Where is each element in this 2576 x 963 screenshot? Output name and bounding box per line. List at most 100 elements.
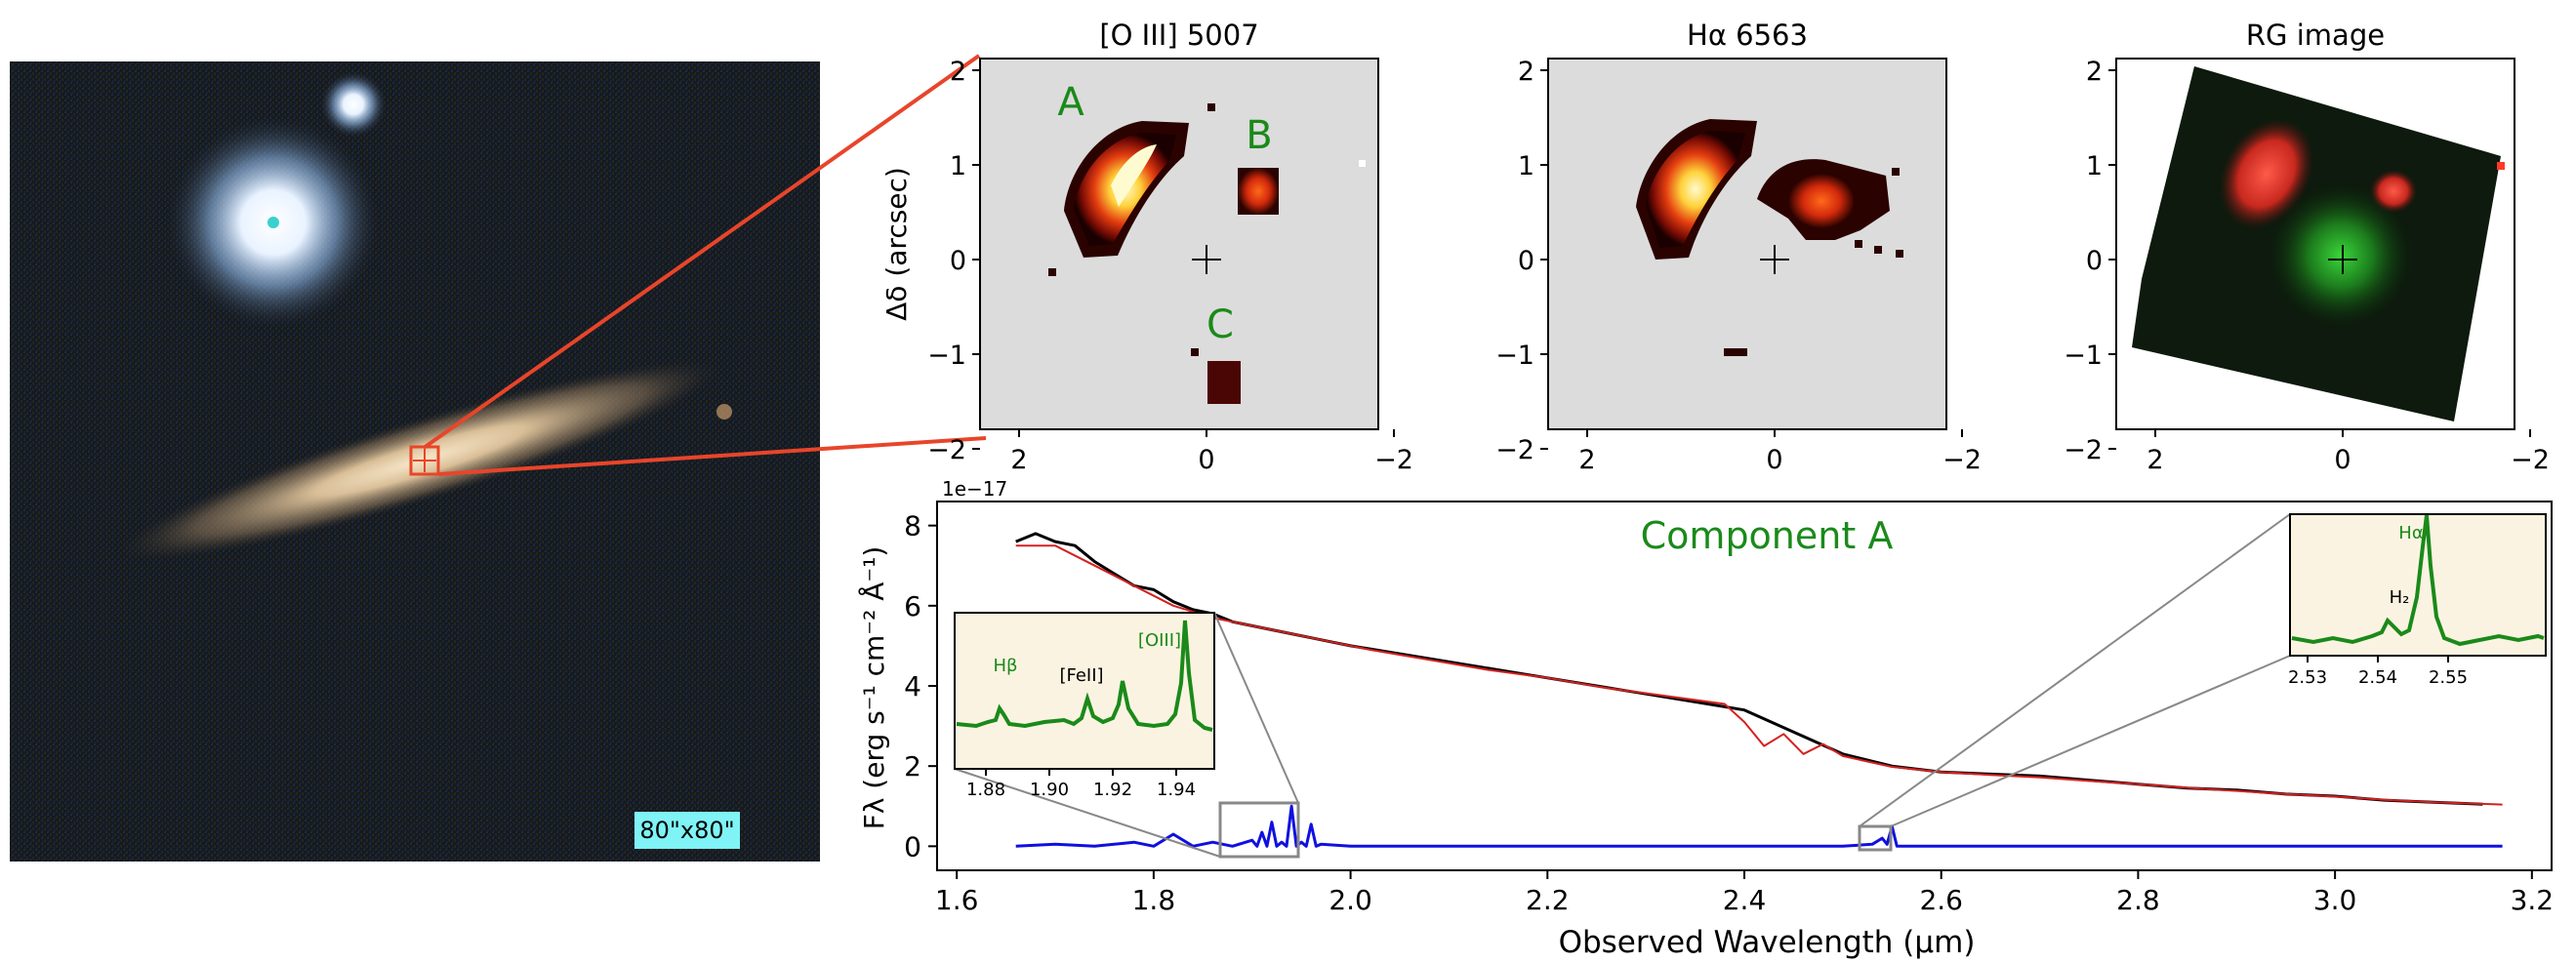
map-y-tick-label: −1 xyxy=(927,341,966,371)
inset-a-tick-label: 1.94 xyxy=(1157,780,1196,800)
scale-label: 80"x80" xyxy=(639,817,734,844)
chart-title: Component A xyxy=(1641,514,1894,557)
halpha-pixel-1 xyxy=(1892,168,1900,176)
inset-a-frame xyxy=(954,612,1215,770)
inset-a-connector-2 xyxy=(1213,612,1299,804)
map-y-tick-label: 2 xyxy=(950,57,966,87)
inset-a-tick-label: 1.90 xyxy=(1030,780,1069,800)
inset-b-label-h2: H₂ xyxy=(2390,587,2410,608)
map-y-tick-label: −2 xyxy=(927,435,966,465)
star-core xyxy=(267,217,279,228)
map-y-tick-label: 1 xyxy=(2086,151,2103,181)
inset-b-connector-2 xyxy=(1890,655,2291,827)
halpha-pixel-2 xyxy=(1855,240,1862,248)
scale-badge xyxy=(634,812,740,849)
inset-a-label-hbeta: Hβ xyxy=(993,656,1017,676)
map-y-tick-label: 2 xyxy=(2086,57,2103,87)
halpha-panel-title: Hα 6563 xyxy=(1687,19,1808,52)
map-y-tick-label: −2 xyxy=(2064,435,2103,465)
oiii-pixel-2 xyxy=(1048,268,1056,276)
oiii-ylabel: Δδ (arcsec) xyxy=(880,167,913,321)
model-fit-line xyxy=(1015,544,2503,806)
galaxy-image-panel: 80"x80" xyxy=(10,61,820,862)
map-y-tick-label: −1 xyxy=(1495,341,1534,371)
oiii-map-panel: [O III] 5007 A B C Δδ (arcsec) 2 0 −2 2 1 0 −1… xyxy=(880,19,1413,475)
oiii-axes: 2 0 −2 2 1 0 −1 −2 xyxy=(927,57,1413,475)
inset-b-connector-1 xyxy=(1859,513,2291,827)
component-label-b: B xyxy=(1246,113,1272,158)
rg-green-nucleus xyxy=(2269,183,2413,328)
halpha-pixel-5 xyxy=(1724,348,1747,356)
spectrum-y-tick-label: 8 xyxy=(904,510,921,542)
spectrum-x-tick-label: 2.2 xyxy=(1526,884,1570,916)
oiii-blob-b xyxy=(1238,168,1279,215)
map-x-tick-label: −2 xyxy=(1374,445,1413,475)
halpha-pixel-4 xyxy=(1896,250,1903,258)
inset-b-zoom-rect xyxy=(1858,824,1893,852)
x-axis-label: Observed Wavelength (μm) xyxy=(1559,925,1976,960)
map-y-tick-label: 1 xyxy=(950,151,966,181)
zoom-line-lower xyxy=(438,436,987,476)
map-y-tick-label: 0 xyxy=(950,246,966,276)
oiii-blob-a-core xyxy=(1111,144,1157,207)
map-x-tick-label: 2 xyxy=(1010,445,1027,475)
inset-b-tick-label: 2.55 xyxy=(2429,667,2468,688)
emission-residual-line xyxy=(1015,804,2503,848)
spectrum-x-tick-label: 3.2 xyxy=(2511,884,2555,916)
y-axis-label: Fλ (erg s⁻¹ cm⁻² Å⁻¹) xyxy=(857,546,890,830)
inset-a-connector-1 xyxy=(954,768,1221,858)
map-y-tick-label: −1 xyxy=(2064,341,2103,371)
spectrum-x-tick-label: 2.6 xyxy=(1919,884,1963,916)
small-star xyxy=(320,71,387,138)
halpha-map-frame xyxy=(1547,58,1947,430)
inset-b-curve xyxy=(2291,514,2545,647)
rg-image-panel: RG image 2 0 −2 2 1 0 −1 −2 xyxy=(2064,19,2550,475)
rg-red-blob-a xyxy=(2219,118,2314,229)
map-y-tick-label: 1 xyxy=(1518,151,1534,181)
map-x-tick-label: 2 xyxy=(1578,445,1595,475)
inset-b-label-halpha: Hα xyxy=(2398,523,2423,543)
map-x-tick-label: −2 xyxy=(1942,445,1982,475)
spectrum-series xyxy=(1015,532,2503,848)
faint-source xyxy=(716,404,732,420)
halpha-axes: 2 0 −2 2 1 0 −1 −2 xyxy=(1495,57,1982,475)
oiii-pixel-1 xyxy=(1191,348,1199,356)
rg-panel-title: RG image xyxy=(2246,19,2385,52)
oiii-panel-title: [O III] 5007 xyxy=(1099,19,1258,52)
y-multiplier: 1e−17 xyxy=(942,477,1007,501)
map-x-tick-label: 0 xyxy=(2334,445,2351,475)
inset-a-xticks: 1.88 1.90 1.92 1.94 xyxy=(966,769,1196,800)
inset-hbeta-oiii: Hβ [FeII] [OIII] 1.88 1.90 1.92 1.94 xyxy=(954,612,1215,800)
rg-red-blob-b xyxy=(2370,170,2417,213)
oiii-map-frame xyxy=(979,58,1379,430)
spectrum-x-tick-label: 2.8 xyxy=(2116,884,2160,916)
oiii-pixel-4 xyxy=(1359,160,1366,167)
halpha-map-panel: Hα 6563 2 0 −2 2 1 0 −1 −2 xyxy=(1495,19,1982,475)
spectrum-x-tick-label: 3.0 xyxy=(2313,884,2357,916)
map-y-tick-label: 0 xyxy=(2086,246,2103,276)
zoom-line-upper xyxy=(422,54,981,450)
inset-a-zoom-rect xyxy=(1218,801,1300,859)
rg-edge-pixel xyxy=(2497,162,2505,170)
map-y-tick-label: 0 xyxy=(1518,246,1534,276)
spectrum-y-tick-label: 4 xyxy=(904,670,921,702)
inset-halpha-h2: Hα H₂ 2.53 2.54 2.55 xyxy=(2288,513,2547,688)
inset-b-xticks: 2.53 2.54 2.55 xyxy=(2288,656,2468,688)
inset-a-curve xyxy=(956,620,1213,732)
oiii-blob-c xyxy=(1207,361,1241,404)
halpha-blob-a xyxy=(1646,131,1745,248)
map-x-tick-label: 0 xyxy=(1198,445,1214,475)
inset-a-tick-label: 1.88 xyxy=(966,780,1005,800)
inset-a-label-oiii: [OIII] xyxy=(1138,630,1181,651)
map-y-tick-label: −2 xyxy=(1495,435,1534,465)
spectrum-panel: 1e−17 Component A Observed Wavelength (μ… xyxy=(857,477,2554,960)
spectrum-x-tick-label: 2.0 xyxy=(1329,884,1372,916)
spectrum-x-tick-label: 2.4 xyxy=(1723,884,1767,916)
halpha-blob-b xyxy=(1788,174,1855,228)
component-label-c: C xyxy=(1206,302,1234,347)
map-x-tick-label: 2 xyxy=(2147,445,2163,475)
spectrum-x-tick-label: 1.6 xyxy=(935,884,979,916)
inset-b-tick-label: 2.54 xyxy=(2358,667,2397,688)
inset-b-tick-label: 2.53 xyxy=(2288,667,2327,688)
